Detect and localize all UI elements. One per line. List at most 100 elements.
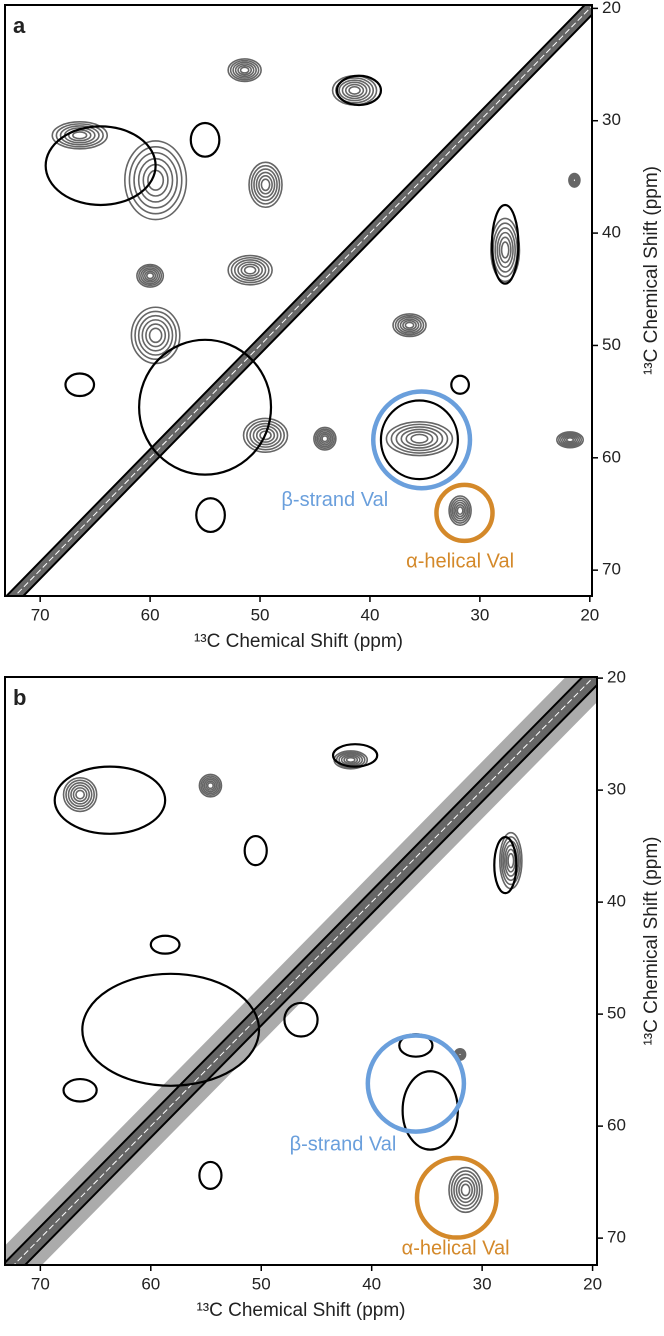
contour-ring [234,63,255,78]
reference-peak [283,1001,319,1038]
peak [227,58,262,83]
peak [124,140,188,221]
contour-ring [133,151,178,209]
contour-ring [345,756,356,763]
contour-ring [201,776,219,795]
x-tick-label: 20 [580,605,599,624]
contour-ring [148,327,163,344]
contour-ring [399,318,420,333]
contour-ring [500,241,510,259]
contour-ring [397,316,422,334]
contour-ring [205,780,216,791]
contour-ring [453,501,467,520]
diagonal [14,5,592,596]
x-tick-label: 60 [141,1274,160,1293]
contour-ring [203,778,218,793]
peak [568,172,581,188]
annotation-circle [370,389,473,491]
contour-ring [65,779,95,810]
reference-peak [53,765,167,835]
contour-ring [137,314,174,356]
reference-peak [450,374,470,395]
contour-ring [246,420,286,451]
contour-ring [405,431,434,447]
annotation-label: α-helical Val [406,551,514,573]
contour-ring [237,261,264,279]
contour-ring [348,85,361,95]
x-tick-label: 60 [141,605,160,624]
contour-ring [498,236,512,264]
x-axis-label: ¹³C Chemical Shift (ppm) [194,631,403,652]
contour-ring [570,175,579,185]
contour-ring [563,435,577,444]
y-axis-label: ¹³C Chemical Shift (ppm) [641,836,662,1045]
contour-ring [59,125,100,146]
peak [51,121,109,150]
y-tick-label: 30 [607,780,626,799]
x-tick-label: 30 [473,1274,492,1293]
contour-ring [249,422,282,448]
reference-peak [401,1070,459,1151]
contour-ring [344,83,365,98]
contour-ring [559,433,581,447]
contour-ring [496,231,514,269]
reference-peak [62,1077,98,1103]
contour-ring [55,123,104,148]
contour-ring [144,270,157,282]
reference-peak [195,497,226,534]
annotation-label: β-strand Val [281,489,388,511]
x-tick-label: 20 [583,1274,602,1293]
reference-peak [149,934,181,955]
contour-ring [200,775,221,796]
contour-ring [67,782,93,808]
contour-ring [457,1052,463,1057]
reference-peak [243,834,268,867]
reference-peak [81,972,261,1087]
y-axis-label: ¹³C Chemical Shift (ppm) [641,166,662,375]
y-tick-label: 60 [607,1116,626,1135]
contour-ring [239,66,250,74]
contour-ring [402,319,417,331]
reference-peak [198,1160,223,1190]
contour-ring [500,836,522,886]
contour-ring [341,81,368,100]
contour-ring [450,1170,481,1210]
peak [136,263,165,288]
panel-label: b [13,685,26,710]
contour-ring [390,423,449,454]
contour-ring [141,319,170,352]
contour-ring [572,177,577,183]
contour-ring [230,256,270,284]
x-axis-label: ¹³C Chemical Shift (ppm) [196,1300,405,1321]
contour-ring [146,272,155,280]
contour-ring [410,433,429,444]
contour-ring [569,174,580,186]
contour-ring [453,1173,478,1207]
contour-ring [507,852,515,869]
y-tick-label: 20 [607,668,626,687]
y-tick-label: 20 [602,0,621,17]
contour-ring [451,499,469,522]
y-tick-label: 70 [607,1228,626,1247]
reference-peak [64,372,96,398]
reference-peak [493,836,518,895]
y-tick-label: 70 [602,560,621,579]
contour-ring [250,164,281,205]
contour-ring [72,131,88,140]
peak [448,495,472,527]
peak [556,431,585,449]
contour-ring [338,79,371,102]
contour-ring [232,61,257,79]
contour-ring [343,755,359,765]
y-tick-label: 50 [607,1004,626,1023]
contour-ring [457,1051,464,1058]
contour-ring [229,59,260,81]
contour-ring [404,321,415,329]
y-tick-label: 40 [602,223,621,242]
annotation-label: α-helical Val [402,1238,510,1260]
contour-ring [237,64,253,76]
contour-ring [561,434,579,445]
contour-ring [70,784,91,805]
reference-peak [189,121,221,158]
